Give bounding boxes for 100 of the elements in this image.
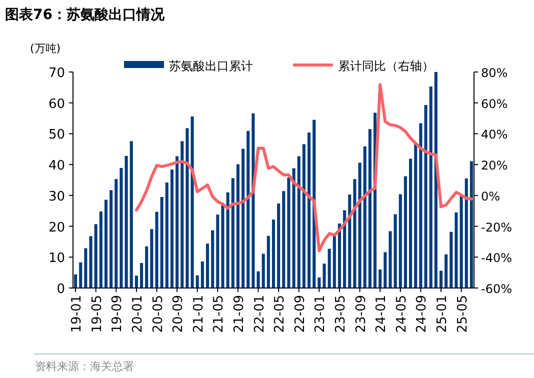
bar: [231, 178, 234, 288]
bar: [145, 246, 148, 288]
bar: [368, 129, 372, 288]
bar: [74, 274, 78, 288]
bar: [160, 196, 164, 288]
bar: [124, 156, 128, 288]
bar: [434, 72, 438, 288]
x-tick-label: 19-05: [90, 295, 105, 333]
y-tick-label: 70: [48, 66, 65, 81]
y2-tick-label: 0%: [481, 189, 500, 204]
y2-tick-label: 80%: [481, 66, 508, 80]
bar: [262, 254, 265, 288]
legend-label: 苏氨酸出口累计: [169, 59, 253, 73]
y-tick-label: 60: [48, 96, 65, 112]
bar: [130, 141, 133, 288]
bar: [388, 231, 392, 288]
bar: [419, 123, 422, 288]
bar: [398, 194, 402, 288]
legend-label: 累计同比（右轴）: [338, 59, 434, 73]
x-tick-label: 21-01: [191, 295, 206, 333]
bar: [170, 170, 174, 288]
bar: [256, 271, 260, 288]
bar: [282, 191, 286, 288]
x-tick-label: 20-01: [130, 295, 146, 333]
bar: [134, 276, 138, 288]
x-tick-label: 21-09: [232, 295, 247, 333]
y-axis-title: (万吨): [30, 42, 61, 55]
bar: [308, 132, 311, 288]
bar: [328, 248, 331, 288]
bar: [114, 179, 118, 288]
bar: [155, 212, 158, 288]
bar: [120, 168, 123, 288]
bar: [236, 164, 240, 288]
x-tick-label: 20-05: [150, 295, 166, 333]
bar: [242, 148, 245, 288]
bar: [470, 161, 473, 288]
bar: [266, 236, 270, 288]
y2-tick-label: 40%: [481, 128, 508, 142]
bar: [196, 275, 199, 288]
bar: [272, 219, 276, 288]
bar: [252, 113, 255, 288]
bar: [110, 190, 113, 288]
y2-tick-label: -40%: [481, 251, 512, 266]
bar: [200, 261, 204, 288]
bar: [246, 130, 250, 288]
x-tick-label: 25-05: [455, 295, 470, 333]
y-tick-label: 0: [56, 282, 65, 297]
x-tick-label: 24-05: [394, 295, 410, 333]
x-tick-label: 25-01: [435, 295, 450, 333]
bar: [216, 214, 220, 288]
y2-tick-label: -60%: [481, 282, 512, 296]
y-tick-label: 50: [48, 128, 65, 143]
bar: [297, 156, 300, 288]
bar: [186, 128, 189, 288]
y2-tick-label: -20%: [481, 220, 512, 234]
bar: [221, 203, 224, 288]
x-tick-label: 22-05: [272, 295, 288, 333]
bar: [165, 182, 168, 288]
bar: [464, 178, 468, 288]
x-tick-label: 21-05: [212, 295, 227, 333]
x-tick-label: 24-09: [414, 295, 430, 333]
bar: [226, 192, 230, 288]
bar: [206, 244, 210, 288]
bar: [439, 270, 443, 288]
bar: [404, 176, 407, 288]
bar: [332, 236, 336, 288]
x-tick-label: 23-01: [313, 295, 328, 333]
bar: [429, 86, 432, 288]
bar: [89, 236, 92, 288]
x-tick-label: 19-09: [110, 295, 126, 333]
bar: [79, 262, 82, 288]
bar: [190, 116, 194, 288]
bar: [176, 156, 179, 288]
x-tick-label: 23-05: [333, 295, 348, 333]
x-tick-label: 22-01: [252, 295, 268, 333]
x-tick-label: 20-09: [171, 295, 186, 333]
bar: [277, 203, 280, 288]
bar: [348, 194, 352, 288]
bar: [384, 252, 387, 288]
bar: [94, 224, 98, 288]
y-tick-label: 20: [48, 220, 65, 236]
bar: [353, 179, 356, 288]
bar: [409, 158, 412, 288]
bar: [180, 141, 184, 288]
bar: [104, 200, 108, 288]
text: 资料来源：海关总署: [35, 360, 134, 373]
y-tick-label: 30: [48, 189, 65, 204]
bar: [292, 168, 296, 288]
x-tick-label: 23-09: [354, 295, 369, 333]
bar: [150, 229, 154, 288]
bar: [343, 210, 346, 288]
bar: [454, 212, 458, 288]
line-series: [134, 83, 473, 252]
bar: [211, 230, 214, 288]
bar: [99, 211, 102, 288]
y-tick-label: 10: [48, 251, 65, 266]
bar: [450, 232, 453, 288]
bar: [378, 269, 382, 288]
y-tick-label: 40: [48, 158, 65, 174]
x-tick-label: 19-01: [70, 295, 85, 333]
